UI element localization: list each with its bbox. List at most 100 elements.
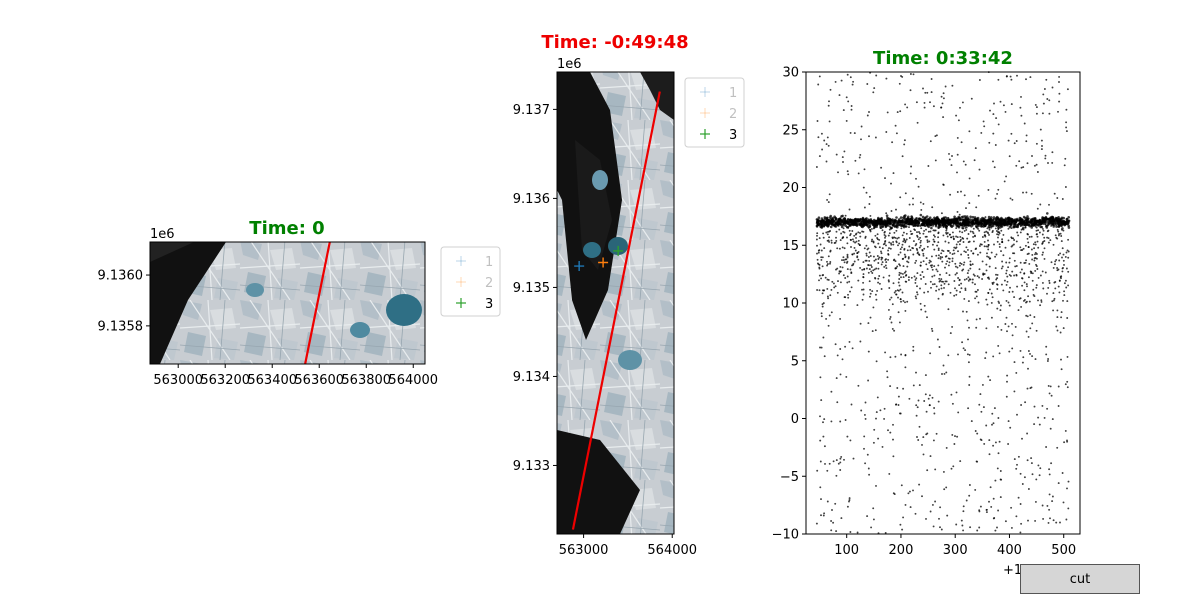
data-point [1036,268,1039,270]
data-point [872,222,875,225]
data-point [827,297,830,300]
data-point [962,510,965,513]
data-point [990,251,993,254]
data-point [884,177,886,180]
chart1-y-offset-text: 1e6 [150,227,175,242]
data-point [984,357,987,360]
data-point [893,329,896,332]
data-point [942,183,945,186]
data-point [1062,222,1065,225]
data-point [851,83,854,86]
data-point [1047,521,1050,524]
data-point [846,253,849,256]
y-tick-label: 9.137 [513,103,550,118]
data-point [995,221,999,225]
data-point [933,283,936,286]
data-point [1004,323,1007,325]
data-point [1064,186,1067,188]
data-point [894,124,897,127]
data-point [991,225,993,228]
data-point [870,264,872,267]
data-point [886,370,889,373]
data-point [1064,383,1067,386]
data-point [1041,242,1044,245]
data-point [975,247,978,250]
data-point [902,265,905,268]
data-point [941,102,944,105]
data-point [819,376,822,379]
data-point [1060,240,1063,243]
data-point [825,143,828,146]
data-point [1025,78,1027,81]
data-point [1006,275,1009,278]
data-point [830,420,833,423]
data-point [912,253,915,256]
data-point [988,288,991,291]
data-point [968,494,971,497]
data-point [1064,279,1067,282]
data-point [1055,225,1058,228]
data-point [831,280,834,283]
data-point [935,285,938,288]
data-point [832,282,835,285]
data-point [929,140,932,143]
data-point [990,316,993,319]
data-point [942,217,945,220]
data-point [831,509,833,511]
chart3-points [815,71,1071,535]
data-point [900,227,903,230]
data-point [1010,132,1013,135]
data-point [853,246,856,249]
data-point [971,224,974,227]
data-point [859,322,862,325]
data-point [817,216,821,219]
data-point [1015,225,1019,228]
data-point [889,356,892,359]
data-point [947,241,950,244]
data-point [985,424,988,427]
data-point [982,120,985,123]
data-point [954,262,957,265]
data-point [934,468,937,471]
data-point [935,289,938,292]
data-point [1046,407,1049,410]
data-point [826,263,829,265]
data-point [999,470,1002,472]
data-point [906,265,909,268]
data-point [827,201,830,204]
data-point [995,225,998,227]
data-point [962,505,965,508]
data-point [976,253,979,256]
data-point [997,231,1000,234]
data-point [912,240,915,243]
data-point [1019,472,1022,475]
data-point [1011,290,1014,293]
data-point [993,407,996,410]
data-point [914,512,917,515]
data-point [945,272,948,275]
data-point [822,435,825,438]
data-point [828,193,831,196]
data-point [926,241,929,243]
data-point [1019,261,1022,264]
data-point [839,469,842,471]
cut-button[interactable]: cut [1020,564,1140,594]
data-point [829,218,833,221]
data-point [1043,416,1046,419]
data-point [1015,467,1018,470]
data-point [1046,236,1049,239]
data-point [834,343,837,346]
data-point [821,303,824,306]
data-point [1048,279,1051,282]
data-point [1025,191,1028,194]
data-point [1053,297,1056,300]
data-point [915,297,918,300]
data-point [877,258,880,260]
data-point [1065,251,1068,254]
data-point [966,319,969,322]
data-point [1042,93,1045,96]
data-point [997,417,1000,419]
data-point [902,299,905,302]
data-point [996,307,999,310]
data-point [867,350,870,353]
